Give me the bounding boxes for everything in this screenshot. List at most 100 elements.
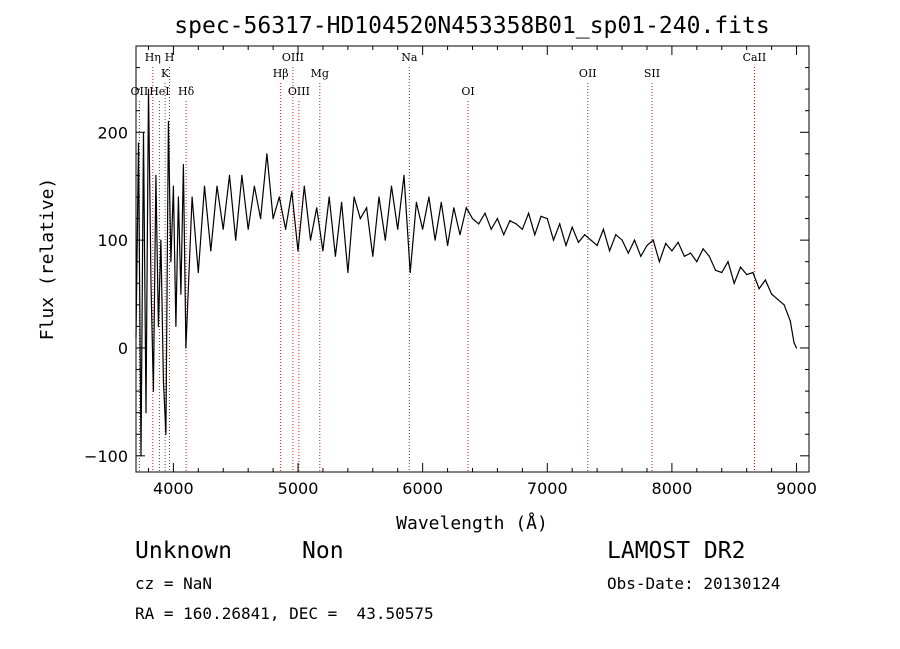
spectrum-point <box>334 255 336 257</box>
spectrum-point <box>397 228 399 230</box>
spectrum-point <box>596 244 598 247</box>
spectrum-point <box>415 201 417 203</box>
spectrum-point <box>459 234 461 236</box>
spectrum-point <box>565 244 567 247</box>
spectrum-point <box>409 271 411 274</box>
spectrum-point <box>665 242 667 244</box>
spectrum-point <box>752 271 754 274</box>
observation-date: Obs-Date: 20130124 <box>607 574 781 593</box>
spectrum-point <box>341 201 343 203</box>
spectrum-point <box>422 228 424 230</box>
spectrum-point <box>677 241 679 243</box>
spectrum-point <box>390 185 393 187</box>
spectrum-point <box>540 215 542 217</box>
marker-label: OII <box>579 67 597 80</box>
spectrum-point <box>145 412 147 414</box>
y-tick-label: 0 <box>118 339 128 358</box>
spectrum-point <box>503 234 505 236</box>
object-subclass: Non <box>302 538 344 564</box>
marker-label: OIII <box>288 85 310 98</box>
x-tick-label: 8000 <box>652 479 693 498</box>
spectrum-point <box>203 185 206 187</box>
spectrum-point <box>167 120 169 123</box>
spectrum-point <box>253 185 255 187</box>
spectrum-point <box>291 191 293 193</box>
spectrum-point <box>260 218 262 220</box>
spectrum-point <box>322 250 324 252</box>
spectrum-point <box>272 218 274 220</box>
spectrum-point <box>771 293 773 295</box>
y-axis-label: Flux (relative) <box>37 178 58 341</box>
spectrum-point <box>378 196 380 198</box>
spectrum-point <box>247 228 249 230</box>
x-tick-label: 5000 <box>278 479 319 498</box>
spectrum-point <box>434 239 436 241</box>
spectrum-point <box>602 228 605 230</box>
spectrum-point <box>372 255 374 257</box>
marker-label: Hβ <box>273 67 289 80</box>
plot-frame <box>135 45 810 473</box>
spectrum-point <box>733 282 735 284</box>
spectrum-point <box>162 379 164 381</box>
spectrum-point <box>228 174 231 176</box>
y-tick-label: −100 <box>84 447 128 466</box>
spectrum-point <box>152 390 154 392</box>
marker-label: CaII <box>743 51 767 64</box>
spectrum-point <box>285 228 287 230</box>
spectrum-point <box>559 223 561 225</box>
redshift-cz: cz = NaN <box>135 574 213 593</box>
spectrum-point <box>328 196 330 198</box>
spectrum-point <box>496 218 498 220</box>
spectrum-series <box>135 88 798 457</box>
spectrum-point <box>160 239 162 241</box>
spectrum-point <box>702 248 704 250</box>
spectrum-point <box>185 347 187 349</box>
x-tick-label: 9000 <box>776 479 817 498</box>
spectrum-point <box>615 234 617 236</box>
spectrum-point <box>170 261 172 263</box>
spectrum-point <box>471 218 474 220</box>
spectrum-point <box>216 185 218 187</box>
spectrum-point <box>789 320 791 322</box>
spectrum-point <box>515 223 517 225</box>
spectrum-point <box>795 347 798 349</box>
marker-label: Hδ <box>178 85 195 98</box>
spectrum-point <box>528 212 530 214</box>
spectrum-point <box>546 218 548 220</box>
spectrum-point <box>172 185 174 187</box>
spectrum-point <box>714 269 717 271</box>
marker-label: H <box>165 51 175 64</box>
spectrum-point <box>366 207 368 209</box>
spectrum-point <box>303 185 305 187</box>
spectrum-point <box>627 252 629 254</box>
spectrum-point <box>297 250 299 252</box>
spectrum-point <box>509 220 511 222</box>
spectrum-point <box>658 261 661 263</box>
spectrum-point <box>633 239 636 241</box>
spectrum-point <box>182 164 184 166</box>
spectrum-point <box>690 252 692 254</box>
spectrum-point <box>197 271 199 274</box>
survey-name: LAMOST DR2 <box>607 538 746 564</box>
marker-label: HeI <box>149 85 169 98</box>
spectrum-point <box>746 274 748 276</box>
spectrum-point <box>764 279 767 281</box>
spectrum-point <box>793 342 795 344</box>
spectrum-point <box>428 196 430 198</box>
spectrum-point <box>150 282 152 284</box>
spectrum-point <box>621 239 623 241</box>
spectrum-point <box>571 226 573 228</box>
x-tick-label: 7000 <box>527 479 568 498</box>
marker-label: OIII <box>282 51 304 64</box>
spectrum-point <box>646 244 648 247</box>
spectrum-point <box>758 288 760 290</box>
spectrum-point <box>708 255 710 257</box>
spectrum-point <box>241 174 243 176</box>
spectrum-point <box>727 261 729 263</box>
marker-label: OII <box>131 85 149 98</box>
spectrum-point <box>175 325 177 327</box>
spectrum-point <box>278 196 280 198</box>
spectrum-point <box>739 266 742 268</box>
spectrum-point <box>347 271 349 274</box>
